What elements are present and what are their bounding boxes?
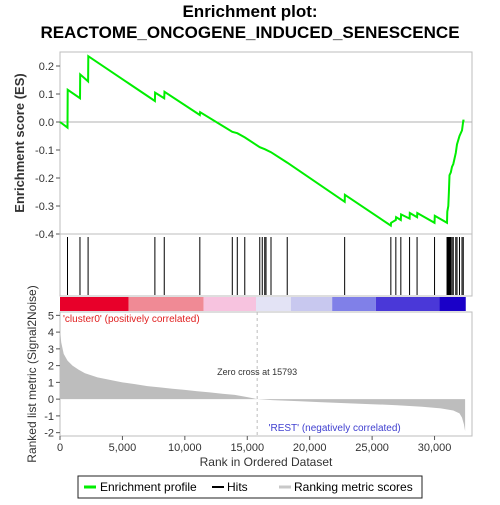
hits-panel: [59, 233, 473, 297]
es-y-tick-label: -0.4: [35, 229, 54, 241]
es-y-tick-label: 0.2: [39, 61, 54, 73]
ranking-bar-segment: [332, 297, 376, 311]
metric-y-tick-label: 3: [48, 344, 54, 356]
x-tick-label: 25,000: [355, 442, 389, 454]
es-y-tick-label: -0.3: [35, 201, 54, 213]
ranking-bar-segment: [60, 297, 129, 311]
metric-panel: 5 4 3 2 1 0 -1 -2 Zero cross at 15793 'cluster0…: [25, 285, 473, 463]
es-y-tick-label: -0.1: [35, 145, 54, 157]
enrichment-profile-line: [59, 54, 465, 228]
zero-cross-label: Zero cross at 15793: [217, 367, 297, 377]
es-y-tick-label: 0.1: [39, 89, 54, 101]
ranking-bar-segment: [128, 297, 204, 311]
metric-y-axis-label: Ranked list metric (Signal2Noise): [25, 285, 39, 462]
legend-hits-label: Hits: [227, 480, 248, 494]
x-tick-label: 15,000: [230, 442, 264, 454]
positive-correlation-label: 'cluster0' (positively correlated): [63, 314, 200, 325]
x-tick-label: 10,000: [168, 442, 202, 454]
es-y-tick-label: -0.2: [35, 173, 54, 185]
metric-y-tick-label: 0: [48, 394, 54, 406]
ranking-bar-segment: [203, 297, 257, 311]
ranking-bar-segment: [439, 297, 466, 311]
x-axis-ticks: 0 5,000 10,000 15,000 20,000 25,000 30,000: [57, 436, 451, 454]
metric-panel-frame: [59, 311, 473, 437]
metric-y-ticks: 5 4 3 2 1 0 -1 -2: [44, 310, 60, 440]
es-y-ticks: 0.2 0.1 0.0 -0.1 -0.2 -0.3 -0.4: [35, 61, 60, 241]
x-tick-label: 20,000: [293, 442, 327, 454]
metric-y-tick-label: -2: [44, 428, 54, 440]
negative-correlation-label: 'REST' (negatively correlated): [269, 423, 401, 434]
es-y-tick-label: 0.0: [39, 117, 54, 129]
legend-metric-label: Ranking metric scores: [294, 480, 413, 494]
x-tick-label: 0: [57, 442, 63, 454]
chart-title-line2: REACTOME_ONCOGENE_INDUCED_SENESCENCE: [40, 23, 459, 42]
es-panel: 0.2 0.1 0.0 -0.1 -0.2 -0.3 -0.4 Enrichment sco…: [12, 51, 473, 241]
legend: Enrichment profile Hits Ranking metric s…: [77, 475, 423, 499]
hit-markers: [66, 237, 464, 295]
metric-y-tick-label: 1: [48, 377, 54, 389]
x-tick-label: 5,000: [109, 442, 137, 454]
x-axis-label: Rank in Ordered Dataset: [200, 455, 333, 469]
metric-y-tick-label: 4: [48, 327, 54, 339]
legend-profile-label: Enrichment profile: [100, 480, 197, 494]
x-tick-label: 30,000: [418, 442, 452, 454]
metric-y-tick-label: 5: [48, 310, 54, 322]
ranking-color-bar: [60, 297, 466, 311]
metric-y-tick-label: 2: [48, 361, 54, 373]
ranking-bar-segment: [375, 297, 440, 311]
ranking-bar-segment: [256, 297, 291, 311]
chart-title-line1: Enrichment plot:: [182, 2, 317, 21]
legend-box: [77, 475, 423, 499]
ranking-bar-segment: [290, 297, 333, 311]
ranking-bar: [60, 297, 466, 311]
metric-y-tick-label: -1: [44, 411, 54, 423]
es-y-axis-label: Enrichment score (ES): [12, 73, 27, 212]
